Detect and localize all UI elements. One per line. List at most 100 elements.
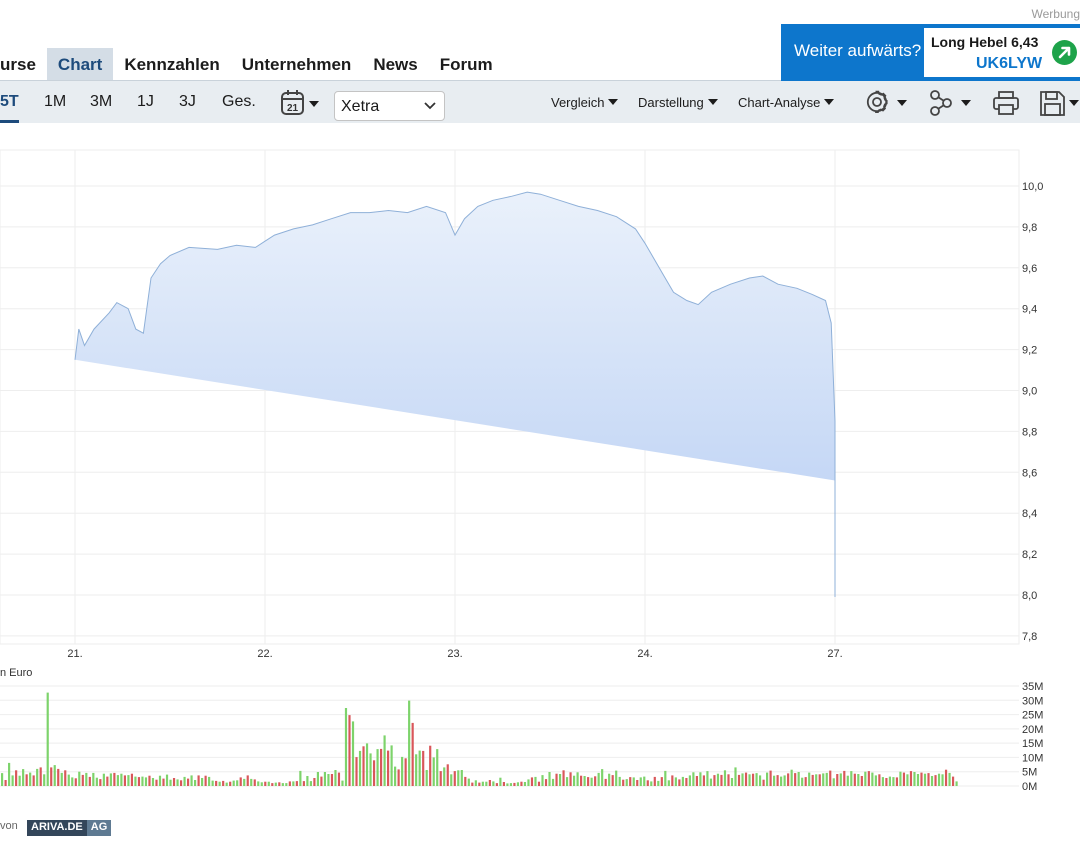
calendar-picker[interactable]: 21 [280,89,324,122]
volume-bar [467,778,470,786]
volume-bar [702,775,706,786]
volume-bar [906,774,909,786]
volume-bar [636,780,639,786]
range-ges[interactable]: Ges. [222,93,256,110]
volume-bar [369,753,372,786]
volume-bar [780,776,783,786]
volume-bar [857,774,860,786]
volume-bar [32,775,35,786]
volume-tick-label: 35M [1022,681,1043,693]
exchange-select[interactable]: Xetra [334,91,445,121]
volume-bar [741,773,744,786]
volume-bar [808,772,811,786]
caret-down-icon [608,99,619,105]
volume-bar [323,772,327,786]
volume-bar [951,776,955,786]
volume-bar [295,781,298,786]
range-3m[interactable]: 3M [90,93,113,110]
volume-bar [446,764,449,786]
price-line [74,191,836,597]
save-icon [1040,91,1079,116]
range-1j[interactable]: 1J [137,93,154,110]
volume-bar [916,774,920,786]
volume-bar [520,781,523,786]
arrow-up-right-icon [1052,40,1077,65]
price-tick-label: 8,6 [1022,467,1037,479]
menu-vergleich[interactable]: Vergleich [551,95,619,110]
volume-bar [320,776,323,786]
tab-kennzahlen[interactable]: Kennzahlen [124,55,220,74]
volume-bar [716,773,720,786]
volume-bar [909,771,913,786]
tab-unternehmen[interactable]: Unternehmen [241,55,352,74]
volume-bar [334,770,337,786]
range-1m[interactable]: 1M [44,93,67,110]
chevron-down-icon [424,102,436,110]
promo-banner[interactable]: Weiter aufwärts? Long Hebel 6,43 UK6LYW [781,24,1080,81]
volume-bar [162,778,165,786]
volume-bar [148,775,151,786]
volume-bar [313,778,316,786]
volume-bars [1,692,958,786]
volume-bar [558,774,562,786]
volume-bar [401,756,404,786]
price-tick-label: 9,8 [1022,222,1037,234]
ariva-logo[interactable]: ARIVA.DE AG [27,820,112,836]
volume-bar [341,780,344,786]
volume-bar [499,777,502,786]
volume-bar [355,757,358,786]
volume-bar [615,770,618,786]
volume-bar [783,775,786,786]
range-5t[interactable]: 5T [0,93,19,110]
volume-bar [594,776,597,786]
volume-bar [495,783,498,786]
date-tick-label: 24. [637,648,652,660]
range-3j[interactable]: 3J [179,93,196,110]
volume-bar [243,778,246,786]
volume-bar [860,776,863,786]
volume-bar [758,775,762,786]
tab-news[interactable]: News [373,55,418,74]
volume-bar [766,772,769,786]
volume-bar [50,767,53,786]
tab-chart[interactable]: Chart [46,48,114,80]
volume-bar [11,775,14,786]
settings-menu[interactable] [864,89,912,122]
volume-bar [302,781,305,786]
save-menu[interactable] [1038,89,1080,122]
volume-bar [327,774,330,786]
volume-bar [471,782,474,786]
volume-bar [425,770,428,786]
compare-nodes-icon [930,90,971,116]
volume-bar [864,771,867,786]
volume-bar [671,775,674,786]
volume-bar [190,775,193,786]
ariva-logo-part1: ARIVA.DE [27,820,87,836]
volume-bar [769,770,772,786]
volume-bar [825,772,828,786]
price-tick-label: 10,0 [1022,181,1043,193]
volume-bar [664,770,667,786]
volume-bar [572,775,576,786]
volume-bar [404,758,407,786]
menu-chart-analyse[interactable]: Chart-Analyse [738,95,835,110]
active-range-indicator [0,120,19,123]
volume-bar [513,782,516,786]
print-button[interactable] [992,89,1020,122]
compare-menu[interactable] [928,89,976,122]
volume-bar [801,777,804,786]
menu-darstellung[interactable]: Darstellung [638,95,718,110]
volume-bar [587,777,590,786]
volume-title: n Euro [0,667,33,679]
volume-tick-label: 0M [1022,781,1037,793]
volume-bar [688,775,691,786]
volume-bar [492,781,495,786]
volume-bar [657,780,660,786]
promo-product-box[interactable]: Long Hebel 6,43 UK6LYW [924,28,1080,77]
tab-kurse[interactable]: urse [0,55,36,74]
volume-bar [288,781,291,786]
volume-tick-label: 5M [1022,767,1037,779]
volume-bar [25,774,28,786]
volume-grid [0,685,1019,787]
tab-forum[interactable]: Forum [439,55,493,74]
